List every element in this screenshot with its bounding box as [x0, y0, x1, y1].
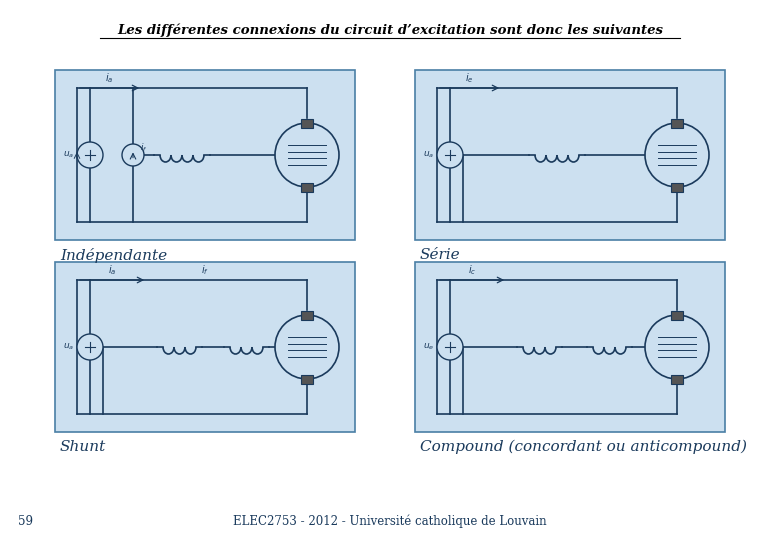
FancyBboxPatch shape: [415, 70, 725, 240]
Text: $i_e$: $i_e$: [465, 71, 473, 85]
Bar: [671, 183, 683, 192]
Text: Compound (concordant ou anticompound): Compound (concordant ou anticompound): [420, 440, 747, 454]
Text: $u_e$: $u_e$: [423, 342, 434, 352]
Text: $u_a$: $u_a$: [63, 342, 74, 352]
Circle shape: [645, 315, 709, 379]
Bar: [671, 118, 683, 127]
Bar: [671, 310, 683, 320]
Bar: [301, 310, 313, 320]
Bar: [301, 183, 313, 192]
FancyBboxPatch shape: [55, 70, 355, 240]
Text: $u_a$: $u_a$: [423, 150, 434, 160]
FancyBboxPatch shape: [415, 262, 725, 432]
Circle shape: [437, 142, 463, 168]
Text: $i_f$: $i_f$: [201, 263, 209, 277]
Text: $i_a$: $i_a$: [108, 263, 116, 277]
Text: 59: 59: [18, 515, 33, 528]
Bar: [301, 118, 313, 127]
Circle shape: [77, 142, 103, 168]
Text: Les différentes connexions du circuit d’excitation sont donc les suivantes: Les différentes connexions du circuit d’…: [117, 23, 663, 37]
Text: $u_a$: $u_a$: [63, 150, 74, 160]
Text: Shunt: Shunt: [60, 440, 106, 454]
Text: $i_a$: $i_a$: [105, 71, 113, 85]
Circle shape: [437, 334, 463, 360]
FancyBboxPatch shape: [55, 262, 355, 432]
Text: ELEC2753 - 2012 - Université catholique de Louvain: ELEC2753 - 2012 - Université catholique …: [233, 515, 547, 528]
Circle shape: [122, 144, 144, 166]
Circle shape: [645, 123, 709, 187]
Circle shape: [275, 123, 339, 187]
Text: Série: Série: [420, 248, 461, 262]
Circle shape: [275, 315, 339, 379]
Circle shape: [77, 334, 103, 360]
Bar: [671, 375, 683, 383]
Text: $i_c$: $i_c$: [468, 263, 476, 277]
Text: $i_f$: $i_f$: [140, 142, 147, 154]
Text: Indépendante: Indépendante: [60, 248, 167, 263]
Bar: [301, 375, 313, 383]
